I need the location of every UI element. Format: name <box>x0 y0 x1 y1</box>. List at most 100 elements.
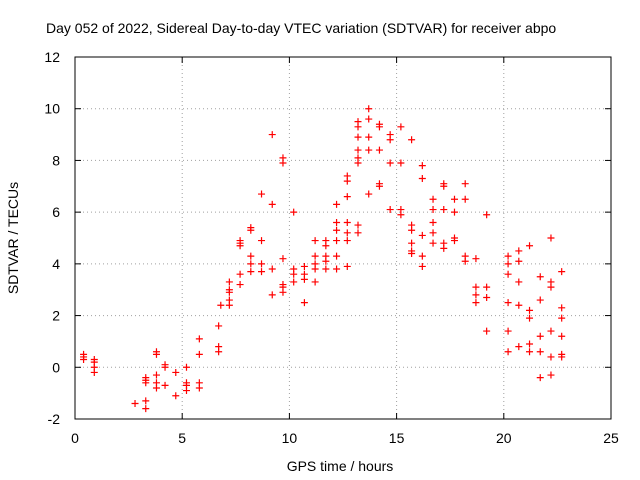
data-point <box>429 195 437 203</box>
data-point <box>142 374 150 382</box>
data-point <box>408 221 416 229</box>
data-point <box>365 146 373 154</box>
data-point <box>418 252 426 260</box>
data-point <box>258 268 266 276</box>
data-point <box>536 374 544 382</box>
data-point <box>290 265 298 273</box>
data-point <box>354 221 362 229</box>
data-point <box>536 332 544 340</box>
data-point <box>440 206 448 214</box>
data-point <box>429 218 437 226</box>
grid-lines <box>75 57 611 419</box>
data-point <box>322 252 330 260</box>
data-point <box>526 340 534 348</box>
data-point <box>526 314 534 322</box>
data-point <box>558 332 566 340</box>
y-tick-label: 8 <box>52 152 60 168</box>
data-point <box>536 348 544 356</box>
data-point <box>225 296 233 304</box>
data-point <box>215 343 223 351</box>
data-point <box>333 237 341 245</box>
data-point <box>472 299 480 307</box>
x-tick-label: 5 <box>178 430 186 446</box>
data-point <box>236 281 244 289</box>
data-point <box>397 159 405 167</box>
data-point <box>322 265 330 273</box>
data-point <box>300 262 308 270</box>
data-point <box>397 123 405 131</box>
data-point <box>311 278 319 286</box>
data-point <box>279 154 287 162</box>
x-tick-label: 25 <box>603 430 619 446</box>
data-point <box>217 301 225 309</box>
data-point <box>558 304 566 312</box>
data-point <box>90 368 98 376</box>
y-axis-title: SDTVAR / TECUs <box>5 182 21 294</box>
y-tick-label: 0 <box>52 359 60 375</box>
data-point <box>268 291 276 299</box>
data-point <box>142 397 150 405</box>
data-point <box>375 120 383 128</box>
data-point <box>365 105 373 113</box>
data-point <box>161 381 169 389</box>
data-point <box>526 348 534 356</box>
y-tick-label: 10 <box>44 101 60 117</box>
x-tick-label: 10 <box>282 430 298 446</box>
data-point <box>504 252 512 260</box>
plot-frame <box>74 56 612 420</box>
data-point <box>333 226 341 234</box>
data-point <box>258 190 266 198</box>
data-point <box>131 399 139 407</box>
data-point <box>279 255 287 263</box>
data-point <box>322 237 330 245</box>
data-point <box>547 327 555 335</box>
data-point <box>354 154 362 162</box>
data-point <box>450 208 458 216</box>
data-point <box>195 379 203 387</box>
axis-ticks: 0 5 10 15 20 25 -2 0 2 4 6 8 10 12 <box>44 49 619 446</box>
data-point <box>536 273 544 281</box>
data-point <box>152 348 160 356</box>
data-point <box>300 299 308 307</box>
x-tick-label: 15 <box>389 430 405 446</box>
data-point <box>311 237 319 245</box>
data-point <box>247 224 255 232</box>
data-point <box>258 260 266 268</box>
data-point <box>247 252 255 260</box>
data-point <box>258 237 266 245</box>
data-point <box>472 283 480 291</box>
data-point <box>504 299 512 307</box>
y-tick-label: 12 <box>44 49 60 65</box>
data-point <box>365 133 373 141</box>
data-point <box>386 131 394 139</box>
data-point <box>236 237 244 245</box>
data-point <box>386 159 394 167</box>
data-point <box>343 218 351 226</box>
data-point <box>386 206 394 214</box>
data-point <box>195 335 203 343</box>
data-point <box>311 260 319 268</box>
data-point <box>483 211 491 219</box>
data-point <box>182 379 190 387</box>
data-point <box>375 180 383 188</box>
data-point <box>215 322 223 330</box>
data-point <box>504 260 512 268</box>
x-axis-title: GPS time / hours <box>287 458 394 474</box>
y-tick-label: 4 <box>52 256 60 272</box>
data-point <box>558 268 566 276</box>
data-point <box>558 350 566 358</box>
data-point <box>343 193 351 201</box>
data-point <box>268 200 276 208</box>
data-point <box>504 270 512 278</box>
data-point <box>429 229 437 237</box>
data-point <box>547 353 555 361</box>
x-tick-label: 0 <box>71 430 79 446</box>
data-point <box>333 252 341 260</box>
data-point <box>343 262 351 270</box>
data-point <box>526 306 534 314</box>
data-point <box>547 234 555 242</box>
y-tick-label: 2 <box>52 308 60 324</box>
data-point <box>515 343 523 351</box>
data-point <box>161 363 169 371</box>
